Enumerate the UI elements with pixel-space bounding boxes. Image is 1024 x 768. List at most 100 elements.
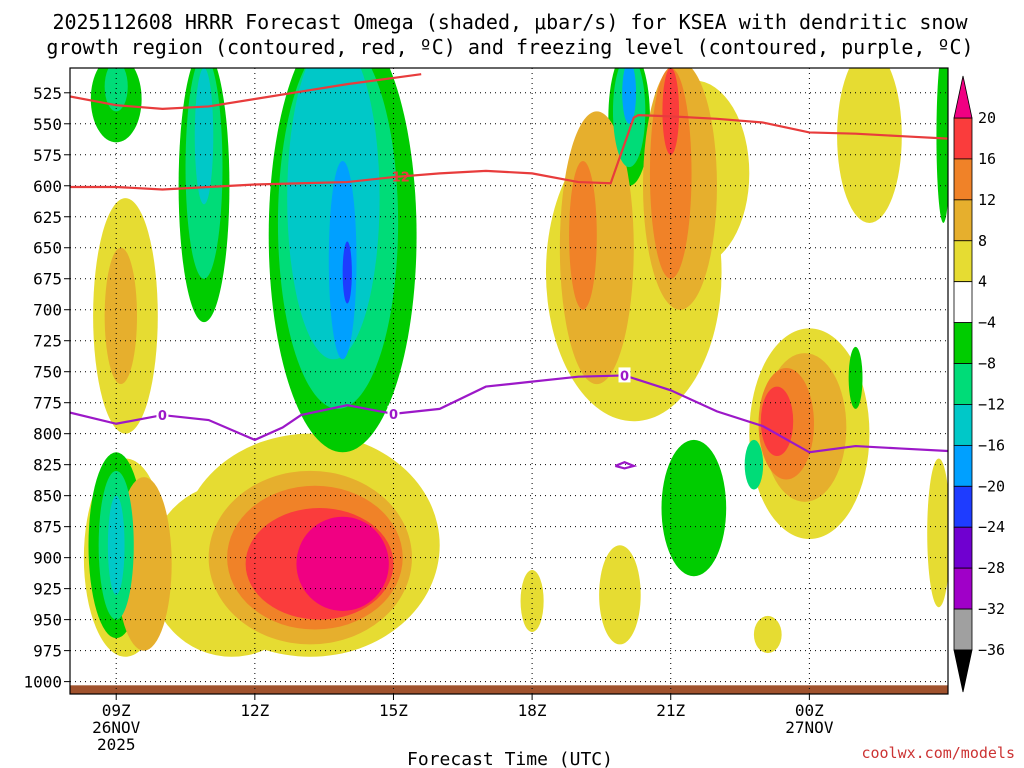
ytick-label-825: 825 <box>33 456 62 475</box>
x-axis-title: Forecast Time (UTC) <box>407 749 613 768</box>
ytick-label-600: 600 <box>33 177 62 196</box>
xtick-label-18Z-0: 18Z <box>518 701 547 720</box>
snow-growth-contour-label-1: -12 <box>386 171 410 186</box>
freezing-level-label-bg-1 <box>387 405 400 421</box>
colorbar-label-9: −20 <box>978 477 1005 495</box>
colorbar-label-5: −4 <box>978 314 996 332</box>
freezing-level-label-1: 0 <box>389 408 398 423</box>
ytick-label-1000: 1000 <box>23 673 62 692</box>
freezing-level-contour-1 <box>614 461 638 470</box>
colorbar-bin-8-12 <box>953 199 973 242</box>
colorbar-bin--28--24 <box>953 526 973 569</box>
colorbar: 20 16 12 8 4 −4 −8 −12 −16 −20 −24 −28 −32 −36 <box>953 75 1005 693</box>
omega-cell-orange-right <box>569 160 597 310</box>
omega-cell-blue-column-2 <box>342 241 352 304</box>
omega-cell-teal-low-left <box>107 495 125 595</box>
ytick-label-850: 850 <box>33 487 62 506</box>
xtick-label-21Z-0: 21Z <box>656 701 685 720</box>
colorbar-label-3: 8 <box>978 232 987 250</box>
colorbar-bin-12-16 <box>953 158 973 201</box>
ytick-label-925: 925 <box>33 580 62 599</box>
freezing-level-label-0: 0 <box>158 409 167 424</box>
plot-frame <box>69 67 949 695</box>
colorbar-bin--24--20 <box>953 485 973 528</box>
omega-cell-orange-upper-left <box>104 247 138 385</box>
colorbar-bin--8--4 <box>953 322 973 364</box>
ytick-label-525: 525 <box>33 84 62 103</box>
credit-link[interactable]: coolwx.com/models <box>861 744 1015 762</box>
colorbar-label-8: −16 <box>978 436 1005 454</box>
omega-cell-red-low-right <box>760 386 794 456</box>
colorbar-top-arrow <box>953 75 973 119</box>
colorbar-label-0: 20 <box>978 109 996 127</box>
ytick-label-575: 575 <box>33 146 62 165</box>
omega-cell-green-edge-right <box>936 68 948 223</box>
colorbar-bin-16-20 <box>953 117 973 160</box>
xtick-label-09Z-0: 09Z <box>102 701 131 720</box>
omega-shading <box>83 68 948 657</box>
xtick-label-15Z-0: 15Z <box>379 701 408 720</box>
ytick-label-700: 700 <box>33 301 62 320</box>
freezing-level-label-bg-2 <box>618 367 631 383</box>
xtick-label-09Z-1: 26NOV <box>92 718 141 737</box>
ytick-label-750: 750 <box>33 363 62 382</box>
omega-cell-skyblue-column-2 <box>328 160 357 360</box>
colorbar-bin-4-8 <box>953 240 973 283</box>
title-line-1: 2025112608 HRRR Forecast Omega (shaded, … <box>52 10 968 34</box>
colorbar-label-1: 16 <box>978 150 996 168</box>
colorbar-bin--32--28 <box>953 567 973 610</box>
omega-cell-yellow-small-1 <box>520 570 544 633</box>
omega-cell-seafoam-upper-left <box>104 68 128 112</box>
ytick-label-975: 975 <box>33 642 62 661</box>
omega-cell-teal-column-1 <box>194 68 214 205</box>
title-line-2: growth region (contoured, red, ºC) and f… <box>46 35 973 59</box>
colorbar-label-4: 4 <box>978 273 987 291</box>
omega-cell-yellow-small-3 <box>753 615 782 654</box>
terrain-strip <box>70 685 948 694</box>
ytick-label-675: 675 <box>33 270 62 289</box>
snow-growth-contour-0 <box>70 73 422 111</box>
pressure-axis: 525 550 575 600 625 650 675 700 725 750 775 800 825 8… <box>23 84 70 692</box>
omega-cell-skyblue-top-right <box>622 68 637 124</box>
xtick-label-00Z-1: 27NOV <box>785 718 834 737</box>
colorbar-label-10: −24 <box>978 518 1005 536</box>
freezing-level-contour-0 <box>70 374 948 454</box>
ytick-label-875: 875 <box>33 518 62 537</box>
ground-strip <box>70 685 948 694</box>
ytick-label-950: 950 <box>33 611 62 630</box>
colorbar-bin--4-4 <box>953 281 973 324</box>
omega-cell-green-small-right <box>848 346 863 409</box>
xtick-label-12Z-0: 12Z <box>240 701 269 720</box>
omega-cell-seafoam-right-low <box>744 439 764 490</box>
omega-cell-green-right-low <box>661 439 727 577</box>
ytick-label-725: 725 <box>33 332 62 351</box>
ytick-label-625: 625 <box>33 208 62 227</box>
ytick-label-900: 900 <box>33 549 62 568</box>
ytick-label-550: 550 <box>33 115 62 134</box>
colorbar-label-2: 12 <box>978 191 996 209</box>
omega-cell-pink-main <box>296 516 389 611</box>
colorbar-bottom-arrow <box>953 649 973 693</box>
colorbar-bin--20--16 <box>953 444 973 487</box>
freezing-level-label-bg-0 <box>156 407 169 423</box>
omega-cell-red-right-top <box>662 68 680 155</box>
snow-growth-contour-1 <box>70 113 948 191</box>
ytick-label-800: 800 <box>33 425 62 444</box>
colorbar-label-13: −36 <box>978 641 1005 659</box>
colorbar-bin--12--8 <box>953 363 973 405</box>
colorbar-label-12: −32 <box>978 600 1005 618</box>
omega-cell-yellow-far-right <box>837 68 902 223</box>
colorbar-label-7: −12 <box>978 395 1005 413</box>
temperature-contours: -12 0 0 0 <box>70 73 948 470</box>
colorbar-label-6: −8 <box>978 355 996 373</box>
freezing-level-label-2: 0 <box>620 369 629 384</box>
xtick-label-00Z-0: 00Z <box>795 701 824 720</box>
colorbar-label-11: −28 <box>978 559 1005 577</box>
xtick-label-09Z-2: 2025 <box>97 735 136 754</box>
ytick-label-775: 775 <box>33 394 62 413</box>
colorbar-bin--36--32 <box>953 608 973 651</box>
colorbar-bin--16--12 <box>953 404 973 446</box>
ytick-label-650: 650 <box>33 239 62 258</box>
